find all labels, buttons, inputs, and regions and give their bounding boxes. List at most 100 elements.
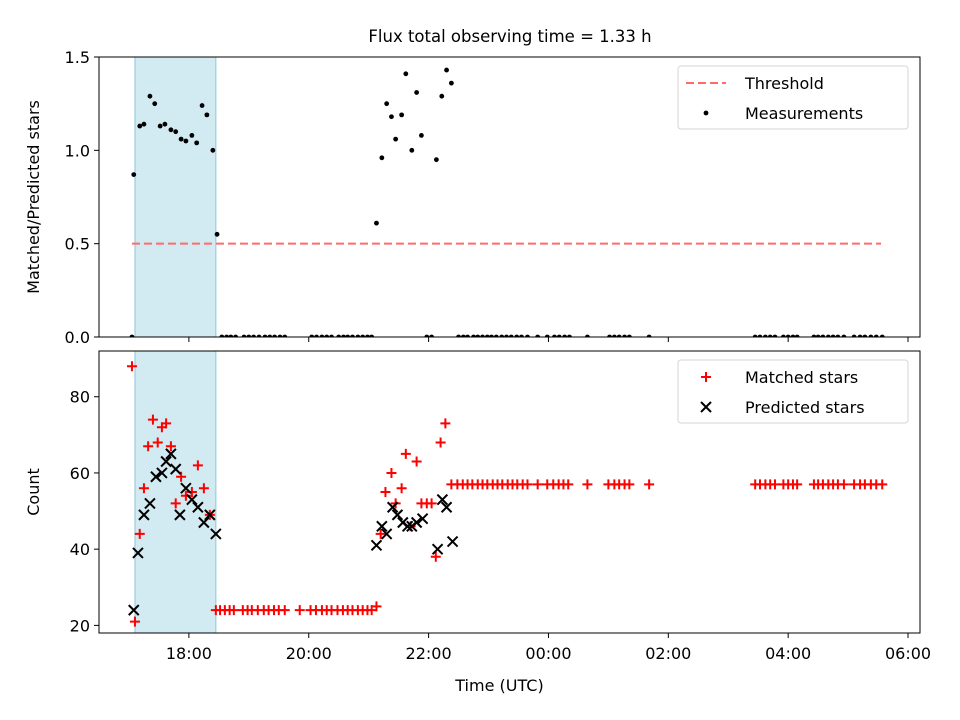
predicted-stars-point xyxy=(132,547,144,559)
measurements-point xyxy=(241,334,247,337)
matched-stars-point xyxy=(644,479,655,490)
figure-title: Flux total observing time = 1.33 h xyxy=(368,27,651,46)
measurements-point xyxy=(350,334,355,337)
predicted-stars-point xyxy=(186,493,198,506)
measurements-point xyxy=(246,334,252,337)
measurements-point xyxy=(841,334,847,337)
matched-stars-point xyxy=(426,498,437,509)
measurements-point xyxy=(535,334,541,337)
predicted-stars-point xyxy=(192,501,204,513)
measurements-point xyxy=(399,112,405,118)
measurements-point xyxy=(493,334,499,337)
measurements-point xyxy=(616,334,622,337)
matched-stars-point xyxy=(522,479,533,490)
measurements-point xyxy=(873,334,879,337)
measurements-point xyxy=(757,334,763,337)
predicted-stars-point xyxy=(440,501,453,513)
measurements-point xyxy=(465,334,470,337)
measurements-point xyxy=(835,334,841,337)
measurements-point xyxy=(556,334,562,337)
matched-stars-point xyxy=(126,361,137,372)
x-tick-label: 02:00 xyxy=(645,644,691,663)
measurements-point xyxy=(267,334,273,337)
measurements-point xyxy=(811,334,817,337)
measurements-point xyxy=(162,121,168,127)
matched-stars-point xyxy=(198,483,209,494)
measurements-point xyxy=(341,334,346,337)
observing-window-band xyxy=(134,56,217,338)
measurements-point xyxy=(825,334,831,337)
measurements-point xyxy=(277,334,283,337)
measurements-point xyxy=(403,71,409,77)
predicted-stars-point xyxy=(169,463,182,475)
measurements-point xyxy=(484,334,490,337)
legend: Matched stars Predicted stars xyxy=(677,359,909,424)
matched-stars-point xyxy=(435,437,446,448)
legend-label: Predicted stars xyxy=(745,398,865,417)
x-tick-label: 00:00 xyxy=(525,644,571,663)
legend-label: Matched stars xyxy=(745,368,858,387)
measurements-point xyxy=(646,334,652,337)
matched-stars-point xyxy=(563,479,574,490)
matched-stars-point xyxy=(440,418,451,429)
measurements-point xyxy=(210,147,216,153)
measurements-point xyxy=(369,334,375,337)
measurements-point xyxy=(767,334,773,337)
matched-stars-point xyxy=(138,483,149,494)
predicted-stars-point xyxy=(198,516,210,529)
y-tick-label: 20 xyxy=(70,616,90,635)
measurements-point xyxy=(137,123,143,129)
measurements-point xyxy=(611,334,617,337)
measurements-point xyxy=(183,138,189,144)
legend: Threshold Measurements xyxy=(677,65,909,130)
y-tick-label: 80 xyxy=(70,388,90,407)
measurements-point xyxy=(607,334,612,337)
measurements-point xyxy=(475,334,481,337)
measurements-point xyxy=(168,127,174,133)
y-tick-label: 0.5 xyxy=(65,235,90,254)
legend-marker xyxy=(700,401,712,413)
measurements-point xyxy=(424,334,430,337)
measurements-point xyxy=(508,334,514,337)
matched-stars-point xyxy=(143,441,154,452)
predicted-stars-point xyxy=(138,509,150,521)
measurements-point xyxy=(429,334,434,337)
measurements-point xyxy=(820,334,826,337)
measurements-point xyxy=(439,93,445,99)
matched-stars-point xyxy=(152,437,163,448)
measurements-point xyxy=(585,334,590,337)
measurements-point xyxy=(178,136,184,142)
measurements-point xyxy=(480,334,485,337)
matched-stars-point xyxy=(792,479,803,490)
measurements-point xyxy=(384,101,390,107)
matched-stars-point xyxy=(380,487,391,497)
measurements-point xyxy=(552,334,557,337)
top-panel-measurements: 0.0 0.5 1.0 1.5 Matched/Predicted stars Thres… xyxy=(24,48,921,347)
measurements-point xyxy=(324,334,330,337)
measurements-point xyxy=(194,140,200,146)
axes-frame xyxy=(98,350,921,634)
measurements-point xyxy=(272,334,277,337)
predicted-stars-point xyxy=(150,471,162,483)
legend-label: Measurements xyxy=(745,104,863,123)
y-tick-label: 0.0 xyxy=(65,328,90,347)
measurements-point xyxy=(780,334,786,337)
y-tick-label: 1.5 xyxy=(65,48,90,67)
measurements-point xyxy=(204,112,210,118)
predicted-stars-point xyxy=(128,604,140,616)
matched-stars-point xyxy=(161,418,172,429)
matched-stars-point xyxy=(228,605,239,616)
measurements-point xyxy=(456,334,461,337)
measurements-point xyxy=(131,172,137,178)
measurements-point xyxy=(830,334,836,337)
measurements-point xyxy=(794,334,800,337)
predicted-stars-point xyxy=(370,539,383,552)
x-axis-label: Time (UTC) xyxy=(454,676,543,695)
measurements-point xyxy=(544,334,550,337)
matched-stars-point xyxy=(430,551,441,562)
measurements-point xyxy=(199,103,205,108)
measurements-point xyxy=(519,334,524,337)
measurements-point xyxy=(419,133,424,138)
matched-stars-point xyxy=(838,479,849,490)
matched-stars-point xyxy=(532,479,543,490)
